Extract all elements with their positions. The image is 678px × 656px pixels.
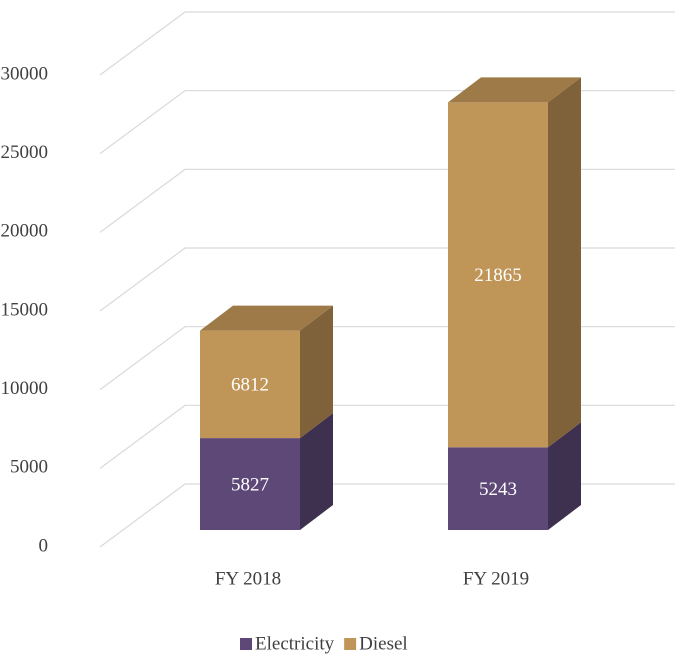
y-tick-label: 25000 [1, 142, 49, 163]
bar-side [300, 305, 333, 439]
bar-segment [448, 422, 581, 530]
grid-line [99, 247, 675, 312]
y-tick-label: 30000 [1, 63, 49, 84]
bar-front [200, 438, 300, 530]
bar-top [448, 77, 581, 103]
grid-line [99, 168, 675, 233]
x-tick-label: FY 2018 [215, 568, 281, 589]
bar-front [448, 447, 548, 530]
bar-top [200, 305, 333, 331]
grid-line [99, 326, 675, 391]
bar-segment [448, 77, 581, 448]
legend-label: Electricity [255, 633, 335, 654]
grid-line [99, 11, 675, 76]
legend-swatch [344, 638, 357, 650]
y-tick-label: 5000 [10, 457, 48, 478]
data-label: 5243 [479, 479, 517, 500]
y-tick-label: 10000 [1, 378, 49, 399]
bar-front [200, 330, 300, 439]
y-tick-label: 20000 [1, 221, 49, 242]
bar-segment [200, 413, 333, 530]
grid-line [99, 90, 675, 155]
y-tick-label: 0 [39, 535, 49, 556]
data-label: 21865 [474, 265, 522, 286]
y-tick-label: 15000 [1, 299, 49, 320]
data-label: 6812 [231, 375, 269, 396]
legend-label: Diesel [359, 633, 408, 654]
legend-swatch [240, 638, 252, 650]
bar-segment [200, 305, 333, 439]
grid-line [99, 483, 675, 548]
x-tick-label: FY 2019 [463, 568, 529, 589]
bar-front [448, 102, 548, 448]
bar-side [548, 422, 581, 530]
bar-side [300, 413, 333, 530]
data-label: 5827 [231, 474, 269, 495]
grid-line [99, 404, 675, 469]
bar-side [548, 77, 581, 448]
